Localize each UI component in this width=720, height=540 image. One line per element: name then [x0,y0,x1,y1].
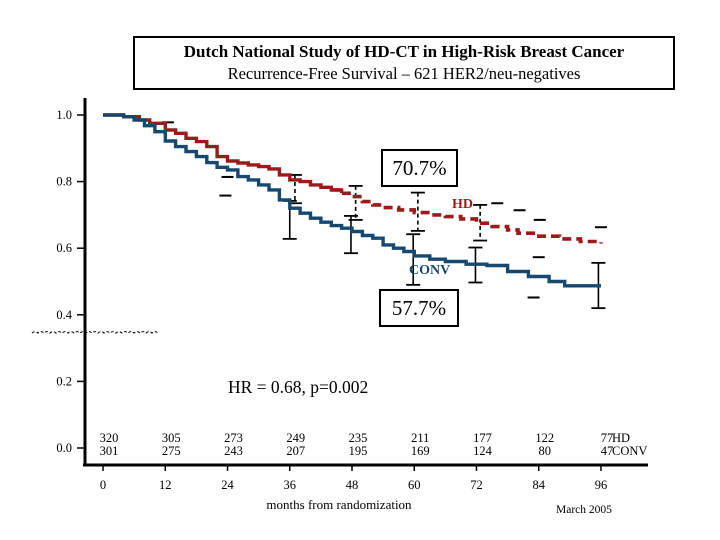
y-tick-label: 0.2 [56,374,72,388]
at-risk-count: 273 [224,431,243,445]
conv-survival-percent-box: 57.7% [379,289,459,327]
y-tick-label: 1.0 [56,108,72,122]
x-tick-label: 96 [595,478,608,492]
at-risk-count: 275 [162,444,181,458]
at-risk-count: 207 [286,444,305,458]
at-risk-count: 195 [349,444,368,458]
hd-curve-dashed [331,188,603,244]
y-tick-label: 0.0 [56,441,72,455]
at-risk-count: 169 [411,444,430,458]
at-risk-count: 77 [601,431,614,445]
at-risk-count: 305 [162,431,181,445]
x-tick-label: 48 [346,478,359,492]
x-axis-title: months from randomization [266,497,412,512]
hd-survival-percent-box: 70.7% [381,149,458,187]
x-tick-label: 24 [221,478,234,492]
x-tick-label: 12 [159,478,172,492]
hd-curve-label: HD [452,197,473,212]
at-risk-count: 122 [535,431,554,445]
slide-subtitle: Recurrence-Free Survival – 621 HER2/neu-… [227,64,581,83]
at-risk-series-label: HD [612,431,630,445]
x-tick-label: 0 [100,478,106,492]
x-tick-label: 72 [470,478,483,492]
y-tick-label: 0.8 [56,175,72,189]
at-risk-count: 47 [601,444,614,458]
at-risk-count: 80 [539,444,552,458]
conv-curve-label: CONV [409,263,451,278]
at-risk-series-label: CONV [612,444,647,458]
x-tick-label: 36 [284,478,297,492]
slide-date: March 2005 [556,504,612,516]
at-risk-count: 235 [349,431,368,445]
y-tick-label: 0.6 [56,241,72,255]
y-tick-label: 0.4 [56,308,72,322]
x-tick-label: 60 [408,478,421,492]
at-risk-count: 320 [100,431,119,445]
at-risk-count: 211 [411,431,429,445]
hd-curve-solid [103,113,344,194]
at-risk-count: 124 [473,444,493,458]
at-risk-count: 249 [286,431,305,445]
slide-title-box: Dutch National Study of HD-CT in High-Ri… [133,36,675,90]
illegible-tiny-annotation [31,331,159,334]
x-tick-label: 84 [533,478,546,492]
at-risk-count: 243 [224,444,243,458]
at-risk-count: 301 [100,444,119,458]
hazard-ratio-annotation: HR = 0.68, p=0.002 [228,377,369,397]
at-risk-count: 177 [473,431,492,445]
conv-curve [103,113,601,288]
slide-title: Dutch National Study of HD-CT in High-Ri… [183,42,625,61]
